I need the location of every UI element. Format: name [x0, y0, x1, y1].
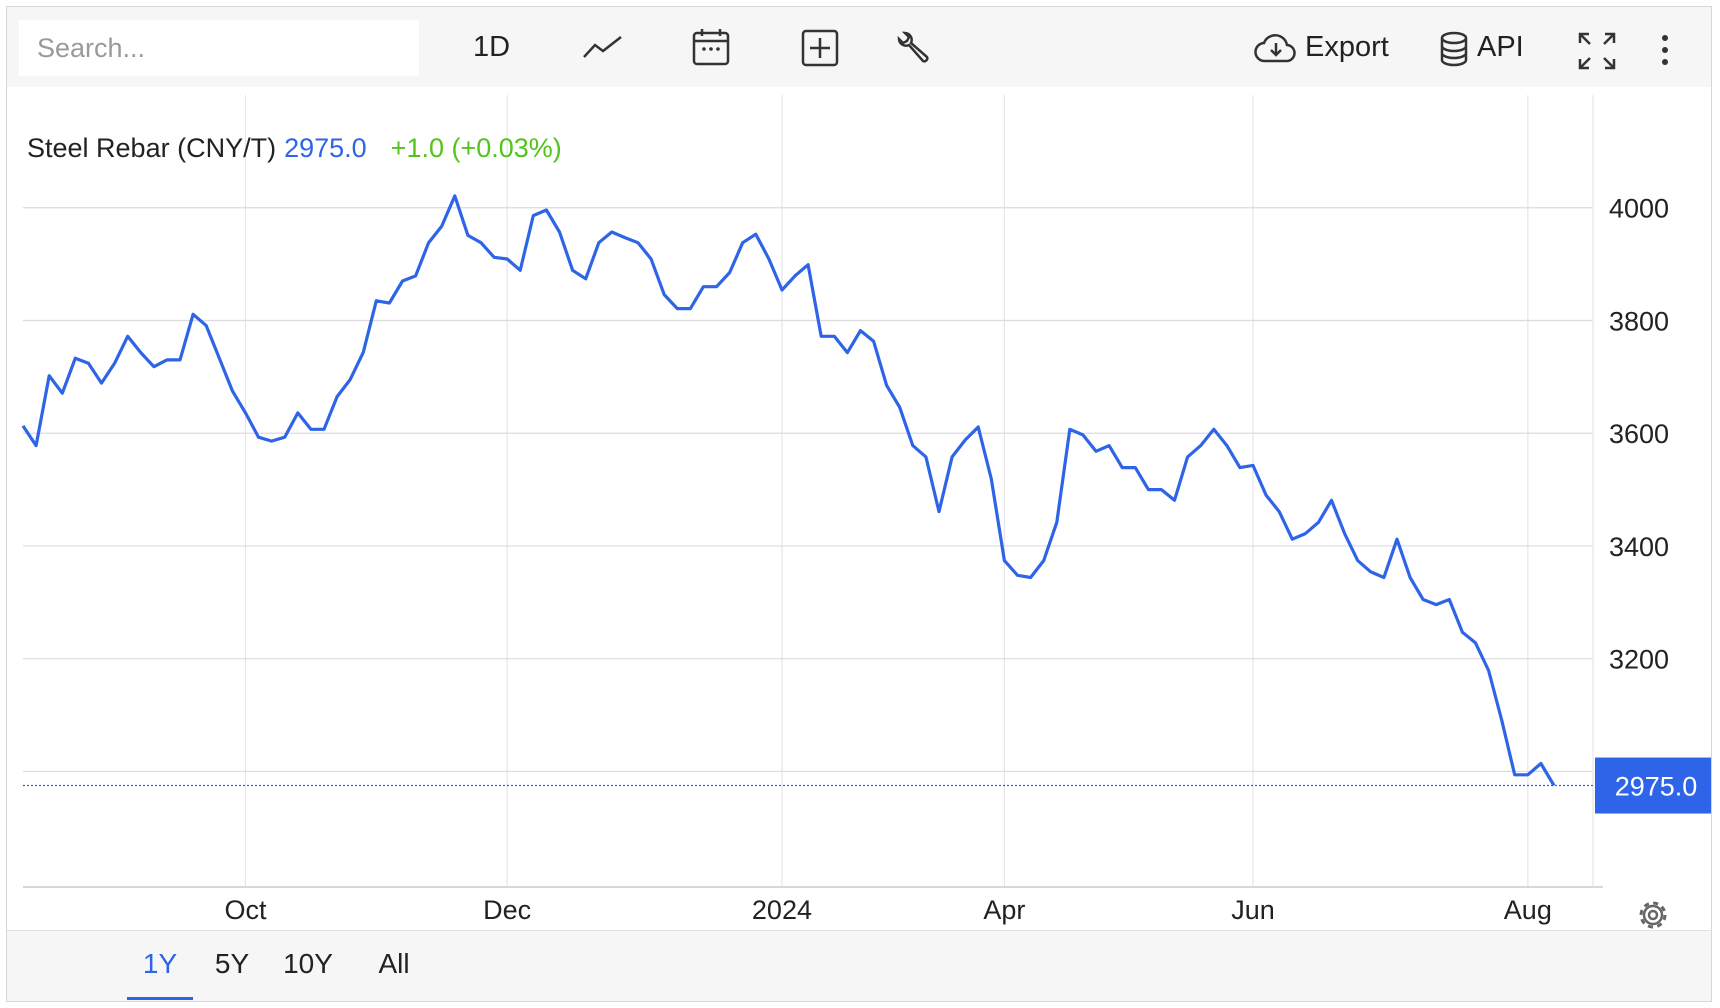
x-tick-label: Aug — [1504, 895, 1552, 925]
legend-value: 2975.0 — [284, 133, 367, 163]
gear-body — [1642, 904, 1664, 926]
x-tick-label: Oct — [224, 895, 267, 925]
price-line — [21, 194, 1556, 787]
x-tick-label: Jun — [1231, 895, 1275, 925]
plot-area — [23, 95, 1593, 887]
legend: Steel Rebar (CNY/T) 2975.0 +1.0 (+0.03%) — [27, 133, 562, 163]
last-value-box — [1595, 757, 1711, 814]
range-button[interactable]: 10Y — [283, 948, 333, 979]
api-icon[interactable] — [1439, 31, 1469, 67]
toolbar: Search... 1D Export API — [7, 7, 1711, 87]
chart-widget: Search... 1D Export API Oct Dec 2024 Apr Jun… — [6, 6, 1712, 1002]
y-tick-label: 3400 — [1609, 532, 1669, 562]
gear-ring — [1639, 901, 1667, 929]
range-bar: 1Y 5Y 10Y All — [7, 930, 1711, 1001]
compare-button[interactable] — [801, 29, 839, 67]
gear-hole — [1647, 909, 1659, 921]
calendar-button[interactable] — [691, 27, 731, 67]
export-icon[interactable] — [1253, 31, 1299, 65]
y-tick-label: 3200 — [1609, 645, 1669, 675]
chart: OctDec2024AprJunAug300032003400360038004… — [21, 95, 1711, 929]
search-box[interactable]: Search... — [19, 20, 419, 76]
range-button[interactable]: 1Y — [127, 931, 193, 1000]
legend-change: +1.0 (+0.03%) — [391, 133, 562, 163]
tools-button[interactable] — [895, 31, 931, 69]
interval-button[interactable]: 1D — [473, 31, 511, 63]
x-tick-label: Apr — [983, 895, 1025, 925]
x-tick-label: Dec — [483, 895, 531, 925]
y-tick-label: 4000 — [1609, 194, 1669, 224]
chart-type-button[interactable] — [581, 33, 625, 61]
y-tick-label: 3800 — [1609, 306, 1669, 336]
y-tick-label: 3600 — [1609, 419, 1669, 449]
export-button[interactable]: Export — [1305, 31, 1389, 63]
last-value-label: 2975.0 — [1615, 772, 1698, 802]
menu-button[interactable] — [1659, 33, 1671, 69]
range-button[interactable]: All — [378, 948, 410, 979]
range-button[interactable]: 5Y — [214, 948, 250, 979]
legend-name: Steel Rebar (CNY/T) — [27, 133, 276, 163]
x-tick-label: 2024 — [752, 895, 812, 925]
fullscreen-button[interactable] — [1577, 31, 1617, 71]
settings-button[interactable] — [1639, 901, 1667, 929]
api-button[interactable]: API — [1477, 31, 1524, 63]
